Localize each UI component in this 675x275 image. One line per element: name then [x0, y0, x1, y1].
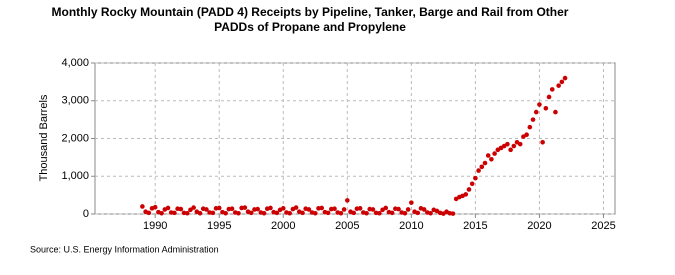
data-point [405, 207, 411, 212]
data-point [172, 210, 177, 216]
data-point [159, 210, 164, 216]
data-point [505, 141, 510, 147]
data-point [357, 206, 363, 211]
data-point [261, 210, 267, 216]
x-tick-label: 1995 [207, 220, 231, 232]
data-point [188, 207, 193, 213]
data-point [274, 210, 280, 216]
data-point [197, 210, 203, 216]
data-point [204, 207, 209, 212]
x-tick-label: 2000 [271, 220, 295, 232]
y-axis-label: Thousand Barrels [38, 94, 50, 181]
data-point [300, 210, 305, 216]
data-point [428, 210, 433, 216]
data-point [482, 160, 488, 166]
data-point [383, 205, 389, 211]
y-tick-label: 3,000 [61, 95, 89, 107]
data-point [140, 204, 145, 209]
data-point [184, 210, 190, 216]
data-point [409, 200, 414, 205]
data-point [377, 210, 382, 216]
data-point [216, 205, 222, 211]
data-point [236, 210, 241, 216]
data-point [268, 205, 273, 211]
data-point [178, 206, 184, 212]
data-point [559, 79, 565, 85]
data-point [210, 210, 216, 216]
data-point [287, 210, 292, 216]
data-point [469, 181, 475, 187]
data-point [489, 156, 494, 162]
data-point [533, 109, 539, 115]
data-point [421, 207, 427, 212]
data-point [319, 205, 324, 211]
data-point [492, 151, 497, 156]
x-tick-label: 2015 [463, 220, 487, 232]
data-point [312, 210, 318, 216]
data-point [332, 206, 337, 212]
data-point [450, 211, 456, 216]
data-point [396, 206, 401, 212]
data-point [389, 210, 395, 216]
data-point [345, 198, 350, 203]
data-point [543, 106, 549, 111]
data-point [325, 210, 331, 216]
data-point [370, 207, 376, 212]
data-point [229, 206, 235, 212]
data-point [191, 205, 196, 210]
data-point [540, 139, 545, 145]
data-point [476, 168, 481, 173]
y-tick-label: 2,000 [61, 132, 89, 144]
data-point [508, 147, 513, 153]
data-point [415, 210, 421, 216]
y-tick-label: 1,000 [61, 170, 89, 182]
source: Source: U.S. Energy Information Administ… [30, 244, 219, 254]
data-point [364, 210, 369, 216]
x-tick-label: 2025 [591, 220, 615, 232]
data-point [242, 205, 248, 210]
data-point [517, 141, 523, 147]
data-point [165, 205, 171, 211]
y-tick-label: 0 [83, 208, 89, 220]
data-point [463, 192, 469, 197]
data-point [351, 210, 357, 216]
chart-title: Monthly Rocky Mountain (PADD 4) Receipts… [51, 5, 569, 34]
data-point [553, 109, 558, 115]
data-point [280, 206, 286, 211]
data-point [152, 204, 158, 210]
data-point [549, 87, 555, 92]
data-point [524, 132, 529, 138]
data-point [306, 207, 312, 212]
data-point [537, 102, 542, 107]
data-point [527, 124, 533, 130]
data-point [485, 153, 491, 158]
data-point [562, 75, 568, 81]
x-tick-label: 2010 [399, 220, 423, 232]
y-tick-label: 4,000 [61, 57, 89, 69]
data-point [223, 210, 228, 216]
data-point [402, 210, 408, 216]
data-point [146, 210, 152, 216]
x-tick-label: 2020 [527, 220, 551, 232]
data-point [530, 117, 536, 122]
data-point [546, 94, 552, 100]
x-tick-label: 2005 [335, 220, 359, 232]
data-point [338, 210, 344, 216]
x-tick-label: 1990 [143, 220, 167, 232]
data-point [473, 175, 478, 181]
data-point [479, 164, 485, 170]
data-point [341, 207, 347, 212]
data-point [255, 206, 260, 212]
data-point [556, 83, 561, 88]
data-point [293, 205, 299, 210]
data-point [466, 187, 472, 192]
data-point [511, 143, 517, 149]
data-point [248, 210, 254, 216]
